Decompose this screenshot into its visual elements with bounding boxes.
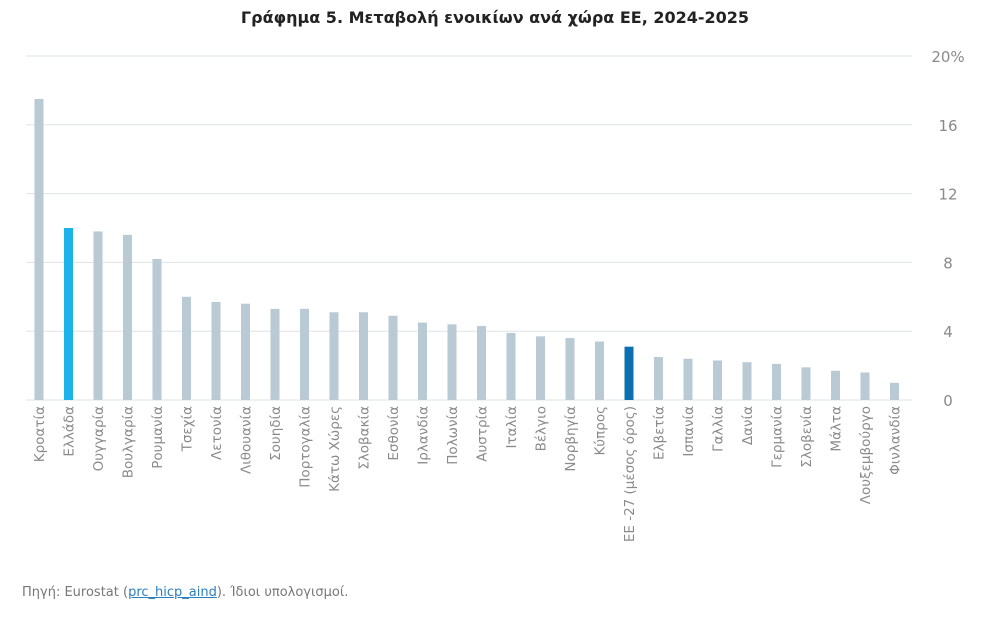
- source-suffix: ). Ίδιοι υπολογισμοί.: [216, 585, 349, 600]
- bar: [624, 346, 634, 400]
- bar: [536, 336, 545, 400]
- x-tick-label: Ιταλία: [504, 406, 520, 449]
- x-tick-label: Λιθουανία: [239, 406, 255, 474]
- x-tick-label: Ελβετία: [652, 406, 668, 460]
- x-tick-label: Σλοβακία: [357, 406, 373, 470]
- x-tick-label: Κύπρος: [593, 406, 609, 456]
- bar: [93, 231, 103, 400]
- bar: [801, 367, 811, 400]
- x-tick-label: Γερμανία: [770, 406, 786, 468]
- x-tick-label: Βουλγαρία: [121, 406, 137, 478]
- y-tick-label: 4: [943, 323, 953, 341]
- y-tick-label: 0: [943, 392, 953, 410]
- bar: [565, 338, 575, 400]
- bar: [359, 312, 368, 400]
- y-tick-label: 12: [938, 186, 957, 204]
- source-link[interactable]: prc_hicp_aind: [128, 585, 217, 600]
- x-tick-label: Πολωνία: [445, 406, 461, 465]
- bar: [123, 234, 132, 400]
- x-tick-label: Νορβηγία: [563, 406, 579, 472]
- x-tick-label: Γαλλία: [711, 406, 727, 452]
- source-prefix: Πηγή: Eurostat (: [22, 585, 129, 600]
- bar: [388, 315, 398, 400]
- bar: [742, 362, 752, 400]
- bar: [595, 341, 604, 400]
- bar: [890, 382, 899, 400]
- y-tick-label: 20%: [931, 48, 964, 66]
- x-tick-label: Ιρλανδία: [416, 406, 432, 465]
- x-tick-label: Μάλτα: [829, 406, 845, 452]
- bar: [683, 358, 693, 400]
- x-tick-label: Εσθονία: [386, 406, 402, 461]
- x-tick-label: Ρουμανία: [150, 406, 166, 469]
- y-tick-label: 16: [938, 117, 957, 135]
- bar: [772, 363, 781, 400]
- bar: [34, 99, 44, 400]
- x-tick-label: Κάτω Χώρες: [327, 406, 343, 492]
- x-tick-label: Κροατία: [32, 406, 48, 462]
- bar: [211, 301, 221, 400]
- x-tick-label: Βέλγιο: [534, 406, 550, 451]
- bar: [860, 372, 870, 400]
- bar: [329, 312, 339, 400]
- y-tick-label: 8: [943, 254, 953, 272]
- chart-title: Γράφημα 5. Μεταβολή ενοικίων ανά χώρα ΕΕ…: [240, 8, 750, 27]
- bar: [182, 296, 191, 400]
- bar: [654, 357, 663, 400]
- x-tick-label: Τσεχία: [180, 406, 196, 452]
- bar-chart: 0 4 8 12 16 20% Κροατία Ελλάδα Ουγγαρία Βουλγαρία…: [26, 48, 965, 542]
- x-tick-label: Λετονία: [209, 406, 225, 460]
- bar: [418, 322, 427, 400]
- bar: [270, 308, 280, 400]
- bar: [477, 326, 486, 400]
- x-tick-label: Φινλανδία: [888, 406, 904, 475]
- bar: [300, 308, 309, 400]
- x-tick-label: Δανία: [740, 406, 756, 445]
- bar: [241, 303, 250, 400]
- x-tick-label: Σλοβενία: [799, 406, 815, 468]
- x-tick-label: Σουηδία: [268, 406, 284, 461]
- bar: [447, 324, 457, 400]
- x-tick-label: Λουξεμβούργο: [858, 406, 874, 504]
- bar: [506, 332, 516, 400]
- x-tick-label: Ισπανία: [681, 406, 697, 457]
- bar: [713, 360, 722, 400]
- bar: [152, 258, 162, 400]
- source-note: Πηγή: Eurostat (prc_hicp_aind). Ίδιοι υπ…: [22, 585, 348, 600]
- x-tick-label: Αυστρία: [475, 406, 491, 462]
- x-tick-label: Ελλάδα: [62, 406, 78, 457]
- x-tick-label: Πορτογαλία: [298, 406, 314, 488]
- bar: [831, 370, 840, 400]
- x-tick-label: ΕΕ -27 (μέσος όρος): [622, 406, 638, 542]
- x-tick-label: Ουγγαρία: [91, 406, 107, 471]
- bar: [64, 228, 73, 400]
